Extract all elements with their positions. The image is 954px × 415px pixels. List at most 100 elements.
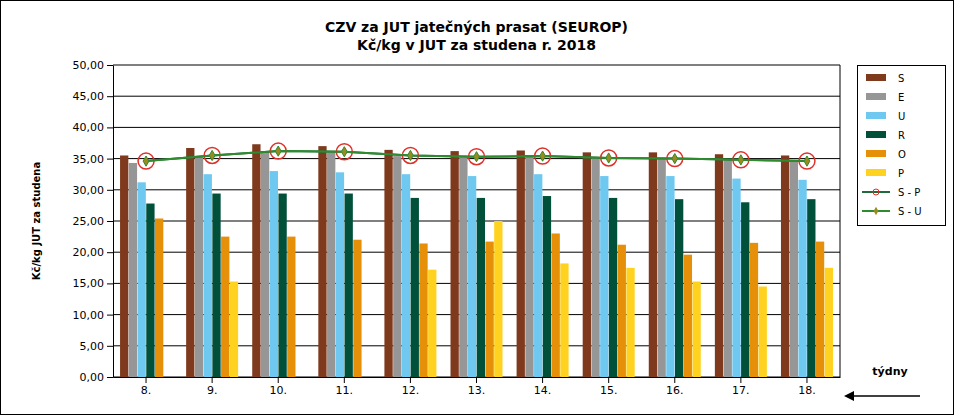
bar xyxy=(129,163,137,377)
bar xyxy=(468,176,476,377)
bar xyxy=(534,174,542,377)
x-tick: 15. xyxy=(600,377,618,397)
x-tick-label: 16. xyxy=(666,384,684,397)
x-tick-label: 15. xyxy=(600,384,618,397)
bar-series xyxy=(230,221,833,377)
legend-label: S - P xyxy=(898,187,920,198)
chart: 0,005,0010,0015,0020,0025,0030,0035,0040… xyxy=(0,0,954,415)
bar xyxy=(204,174,212,377)
x-tick-label: 13. xyxy=(468,384,486,397)
bar xyxy=(798,180,806,377)
legend-swatch xyxy=(866,93,886,100)
bar xyxy=(221,237,229,377)
legend-swatch xyxy=(866,131,886,138)
marker xyxy=(738,155,744,165)
line-series xyxy=(138,143,815,169)
bar xyxy=(384,150,392,377)
bar-series xyxy=(138,171,807,377)
line xyxy=(146,151,807,161)
bar xyxy=(759,287,767,377)
bar xyxy=(600,176,608,377)
x-axis-title: týdny xyxy=(872,365,907,378)
x-tick-label: 10. xyxy=(269,384,287,397)
legend: SEUROPS - PS - U xyxy=(858,66,946,226)
y-axis: 0,005,0010,0015,0020,0025,0030,0035,0040… xyxy=(73,59,114,384)
x-tick-mark xyxy=(278,377,279,383)
bar xyxy=(732,179,740,377)
legend-label: S - U xyxy=(898,206,922,217)
bar xyxy=(419,243,427,377)
bar xyxy=(658,159,666,377)
marker xyxy=(209,150,215,160)
bar xyxy=(692,282,700,377)
y-axis-line xyxy=(113,66,114,378)
bar xyxy=(336,172,344,377)
bar xyxy=(807,199,815,377)
y-tick-mark xyxy=(107,221,113,222)
y-tick-label: 10,00 xyxy=(73,309,105,322)
bar xyxy=(459,157,467,377)
marker xyxy=(474,152,480,162)
marks xyxy=(120,143,833,377)
bar xyxy=(525,156,533,377)
y-tick: 10,00 xyxy=(73,309,114,322)
bar xyxy=(402,174,410,377)
x-tick-label: 14. xyxy=(534,384,552,397)
bar xyxy=(195,156,203,377)
bar xyxy=(212,194,220,377)
x-tick-label: 8. xyxy=(141,384,152,397)
x-tick-mark xyxy=(146,377,147,383)
y-tick-label: 40,00 xyxy=(73,121,105,134)
bar-series xyxy=(129,151,798,377)
bar xyxy=(411,198,419,377)
y-tick: 35,00 xyxy=(73,153,114,166)
bar xyxy=(261,151,269,377)
y-tick: 50,00 xyxy=(73,59,114,72)
bar xyxy=(138,182,146,377)
legend-label: E xyxy=(898,92,904,103)
x-tick: 18. xyxy=(798,377,816,397)
y-tick-mark xyxy=(107,127,113,128)
legend-label: O xyxy=(898,149,906,160)
y-tick-mark xyxy=(107,252,113,253)
y-tick: 15,00 xyxy=(73,277,114,290)
x-tick: 11. xyxy=(336,377,354,397)
bar xyxy=(790,161,798,377)
x-tick: 17. xyxy=(732,377,750,397)
grid-line xyxy=(113,127,840,128)
bar-series xyxy=(120,144,789,377)
bar xyxy=(345,194,353,377)
bar xyxy=(270,171,278,377)
plot-area xyxy=(113,65,840,377)
y-tick-label: 0,00 xyxy=(80,371,105,384)
y-tick-mark xyxy=(107,283,113,284)
x-tick-mark xyxy=(344,377,345,383)
y-tick: 45,00 xyxy=(73,90,114,103)
legend-marker xyxy=(874,207,879,215)
marker xyxy=(341,147,347,157)
bar xyxy=(825,268,833,377)
bar xyxy=(327,152,335,377)
y-tick-mark xyxy=(107,315,113,316)
y-tick-label: 20,00 xyxy=(73,246,105,259)
y-tick: 30,00 xyxy=(73,184,114,197)
y-tick-label: 25,00 xyxy=(73,215,105,228)
bar xyxy=(741,202,749,377)
y-tick-label: 50,00 xyxy=(73,59,105,72)
bar xyxy=(816,242,824,377)
marker xyxy=(540,151,546,161)
bar xyxy=(684,255,692,377)
legend-marker xyxy=(873,189,879,195)
bar xyxy=(666,176,674,377)
arrow xyxy=(844,391,920,401)
marker xyxy=(606,153,612,163)
bar-series xyxy=(146,194,815,377)
y-axis-title: Kč/kg JUT za studena xyxy=(31,162,42,280)
marker xyxy=(672,154,678,164)
legend-swatch xyxy=(866,150,886,157)
x-tick-mark xyxy=(806,377,807,383)
x-tick-mark xyxy=(740,377,741,383)
x-tick-mark xyxy=(542,377,543,383)
legend-frame xyxy=(858,66,946,226)
arrow-head xyxy=(844,391,854,401)
